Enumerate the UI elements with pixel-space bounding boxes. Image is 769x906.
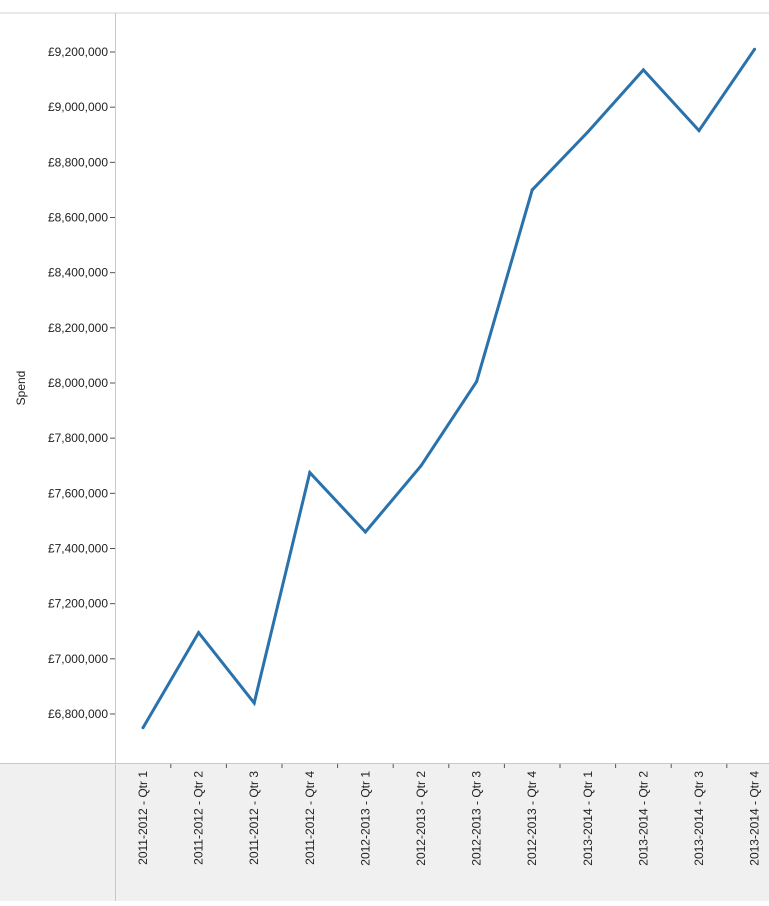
y-tick-label: £7,800,000 bbox=[48, 431, 108, 445]
x-tick-label: 2013-2014 - Qtr 2 bbox=[636, 771, 650, 866]
y-tick-label: £7,200,000 bbox=[48, 597, 108, 611]
y-axis: £6,800,000 £7,000,000 £7,200,000 £7,400,000… bbox=[48, 45, 115, 721]
series-line bbox=[141, 48, 756, 729]
y-axis-title: Spend bbox=[14, 371, 28, 406]
x-tick-label: 2013-2014 - Qtr 1 bbox=[581, 771, 595, 866]
y-axis-panel bbox=[0, 0, 115, 763]
data-point bbox=[586, 130, 590, 134]
corner-panel bbox=[0, 763, 115, 901]
data-point bbox=[197, 631, 201, 635]
x-axis: 2011-2012 - Qtr 1 2011-2012 - Qtr 2 2011-2… bbox=[136, 764, 762, 866]
y-tick-label: £9,000,000 bbox=[48, 100, 108, 114]
y-tick-label: £9,200,000 bbox=[48, 45, 108, 59]
y-tick-label: £7,000,000 bbox=[48, 652, 108, 666]
x-tick-label: 2012-2013 - Qtr 2 bbox=[414, 771, 428, 866]
data-point bbox=[363, 530, 367, 534]
x-tick-label: 2012-2013 - Qtr 1 bbox=[358, 771, 372, 866]
y-tick-label: £6,800,000 bbox=[48, 707, 108, 721]
x-tick-label: 2011-2012 - Qtr 1 bbox=[136, 771, 150, 865]
series-layer bbox=[141, 47, 757, 730]
x-axis-panel bbox=[115, 763, 769, 901]
x-tick-label: 2011-2012 - Qtr 4 bbox=[303, 771, 317, 865]
x-tick-label: 2012-2013 - Qtr 4 bbox=[525, 771, 539, 866]
data-point bbox=[141, 726, 145, 730]
y-tick-label: £8,000,000 bbox=[48, 376, 108, 390]
data-point bbox=[308, 471, 312, 475]
y-tick-label: £8,200,000 bbox=[48, 321, 108, 335]
data-point bbox=[641, 68, 645, 72]
data-point bbox=[419, 464, 423, 468]
y-tick-label: £8,600,000 bbox=[48, 211, 108, 225]
data-point bbox=[530, 188, 534, 192]
data-point bbox=[252, 701, 256, 705]
x-tick-label: 2011-2012 - Qtr 2 bbox=[192, 771, 206, 865]
data-point bbox=[697, 129, 701, 133]
y-tick-label: £7,400,000 bbox=[48, 542, 108, 556]
x-tick-label: 2013-2014 - Qtr 3 bbox=[692, 771, 706, 866]
y-tick-label: £8,800,000 bbox=[48, 155, 108, 169]
x-tick-label: 2013-2014 - Qtr 4 bbox=[748, 771, 762, 866]
y-tick-label: £8,400,000 bbox=[48, 266, 108, 280]
y-tick-label: £7,600,000 bbox=[48, 486, 108, 500]
plot-area bbox=[115, 13, 769, 763]
x-tick-label: 2011-2012 - Qtr 3 bbox=[247, 771, 261, 865]
data-point bbox=[475, 380, 479, 384]
x-tick-label: 2012-2013 - Qtr 3 bbox=[470, 771, 484, 866]
data-point bbox=[753, 47, 757, 51]
